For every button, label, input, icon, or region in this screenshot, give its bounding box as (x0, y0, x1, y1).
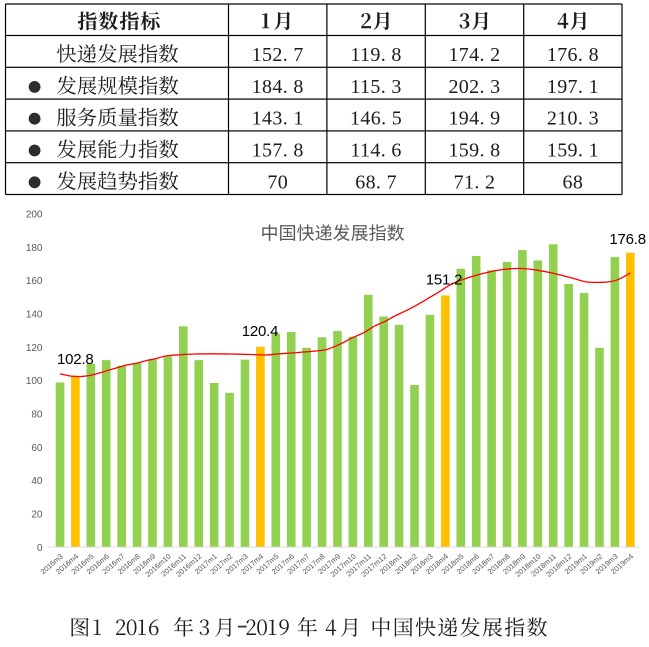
svg-text:210. 3: 210. 3 (547, 108, 599, 130)
svg-text:200: 200 (26, 210, 43, 221)
svg-text:80: 80 (31, 410, 43, 421)
svg-text:194. 9: 194. 9 (448, 108, 500, 130)
svg-text:159. 8: 159. 8 (448, 140, 500, 162)
svg-text:71. 2: 71. 2 (454, 171, 496, 193)
svg-text:180: 180 (26, 243, 43, 254)
svg-text:120: 120 (26, 343, 43, 354)
svg-text:184. 8: 184. 8 (252, 76, 304, 98)
svg-text:68: 68 (563, 171, 584, 193)
svg-text:202. 3: 202. 3 (448, 76, 500, 98)
svg-text:174. 2: 174. 2 (448, 44, 500, 66)
svg-text:20: 20 (31, 510, 43, 521)
svg-text:114. 6: 114. 6 (350, 140, 401, 162)
svg-text:143. 1: 143. 1 (252, 108, 304, 130)
svg-text:151.2: 151.2 (426, 271, 463, 288)
svg-text:115. 3: 115. 3 (350, 76, 401, 98)
svg-text:152. 7: 152. 7 (252, 44, 304, 66)
svg-text:68. 7: 68. 7 (355, 171, 397, 193)
svg-text:70: 70 (267, 171, 288, 193)
svg-text:146. 5: 146. 5 (350, 108, 402, 130)
svg-text:102.8: 102.8 (57, 351, 94, 368)
svg-text:197. 1: 197. 1 (547, 76, 599, 98)
svg-text:0: 0 (37, 543, 43, 554)
svg-text:119. 8: 119. 8 (350, 44, 401, 66)
svg-text:176. 8: 176. 8 (547, 44, 599, 66)
svg-text:40: 40 (31, 476, 43, 487)
svg-text:176.8: 176.8 (609, 231, 646, 248)
svg-text:60: 60 (31, 443, 43, 454)
svg-text:120.4: 120.4 (242, 323, 279, 340)
svg-text:140: 140 (26, 310, 43, 321)
svg-text:160: 160 (26, 276, 43, 287)
svg-text:157. 8: 157. 8 (252, 140, 304, 162)
svg-text:100: 100 (26, 376, 43, 387)
svg-text:159. 1: 159. 1 (547, 140, 599, 162)
